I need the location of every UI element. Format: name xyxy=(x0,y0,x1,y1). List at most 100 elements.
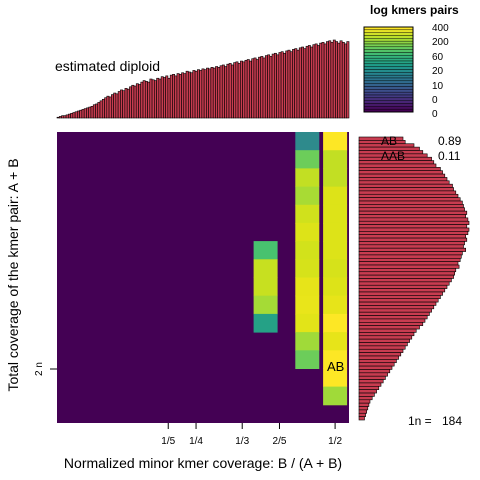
right-histogram-bar xyxy=(358,315,428,320)
top-histogram-bar xyxy=(326,41,329,119)
top-histogram-bar xyxy=(323,43,327,119)
right-histogram-bar xyxy=(358,231,469,236)
right-histogram-bar xyxy=(358,305,435,310)
right-histogram-bar xyxy=(358,359,397,364)
heatmap-cell xyxy=(253,241,278,260)
top-histogram-bar xyxy=(314,43,318,119)
right-histogram-bar xyxy=(358,352,402,357)
right-histogram-bar xyxy=(358,274,454,279)
legend-tick-label: 400 xyxy=(432,23,449,34)
top-histogram-bar xyxy=(339,40,343,119)
top-histogram-bar xyxy=(278,52,282,119)
top-histogram-bar xyxy=(303,48,307,119)
top-histogram-bar xyxy=(151,79,155,119)
heatmap-cell xyxy=(323,277,348,297)
right-histogram-bar xyxy=(358,197,461,202)
right-histogram-bar xyxy=(358,167,441,171)
right-histogram-bar xyxy=(358,264,460,269)
y-axis: 2 n xyxy=(34,362,57,376)
top-histogram-bar xyxy=(183,73,187,119)
footer-value: 184 xyxy=(442,414,462,428)
top-histogram-bar xyxy=(194,70,198,119)
heatmap-cell xyxy=(295,332,320,351)
right-histogram-bar xyxy=(358,338,410,343)
top-histogram-bar xyxy=(215,66,219,119)
top-histogram-bar xyxy=(65,114,69,119)
top-histogram-bar xyxy=(101,98,105,119)
legend-tick-label: 0 xyxy=(432,109,438,120)
top-histogram-bar xyxy=(328,40,332,119)
top-histogram-bar xyxy=(197,69,200,119)
right-histogram-bar xyxy=(358,406,369,411)
top-histogram-bar xyxy=(117,91,121,119)
top-histogram-bar xyxy=(160,76,164,119)
top-histogram-bar xyxy=(262,57,266,119)
legend-color-step xyxy=(363,100,414,104)
top-histogram-bar xyxy=(203,69,207,119)
top-histogram-bar xyxy=(307,45,311,119)
heatmap-cell xyxy=(253,277,278,297)
legend-color-step xyxy=(363,29,414,33)
right-histogram-bar xyxy=(358,318,426,323)
right-histogram-bar xyxy=(358,332,415,337)
right-histogram-bar xyxy=(358,207,465,212)
legend-color-step xyxy=(363,74,414,79)
x-tick-label: 1/3 xyxy=(235,436,249,447)
x-axis: 1/5 1/4 1/3 2/5 1/2 xyxy=(161,423,342,447)
proportion-label-ab: AB xyxy=(381,134,397,148)
top-histogram-bar xyxy=(337,42,341,119)
right-histogram-bar xyxy=(358,177,448,182)
heatmap-cell xyxy=(295,186,320,206)
legend-color-step xyxy=(363,55,414,59)
right-histogram-bar xyxy=(358,247,466,252)
top-histogram-bar xyxy=(273,52,277,119)
right-histogram-bar xyxy=(358,399,371,404)
top-histogram-bar xyxy=(56,116,60,119)
top-histogram-bar xyxy=(233,62,237,119)
top-histogram-bar xyxy=(178,74,182,119)
right-histogram-bar xyxy=(358,284,448,289)
top-histogram-bar xyxy=(99,100,103,119)
legend-color-step xyxy=(363,86,414,90)
heatmap-cell xyxy=(323,259,348,278)
top-histogram-label: estimated diploid xyxy=(55,58,160,74)
legend-color-step xyxy=(363,91,414,96)
top-histogram-bar xyxy=(163,77,166,119)
top-histogram-bar xyxy=(301,46,305,119)
legend-tick-label: 20 xyxy=(432,66,444,77)
right-histogram-bar xyxy=(358,298,439,303)
top-histogram-bar xyxy=(104,97,108,119)
right-histogram-bar xyxy=(358,409,367,414)
top-histogram-bar xyxy=(235,61,239,119)
top-histogram-bar xyxy=(221,64,225,119)
top-histogram-bar xyxy=(172,74,176,119)
heatmap-cell xyxy=(323,204,348,224)
right-histogram-bar xyxy=(358,345,406,350)
right-histogram-bar xyxy=(358,220,470,225)
top-histogram-bar xyxy=(228,63,232,119)
legend-color-step xyxy=(363,77,414,82)
legend-title: log kmers pairs xyxy=(370,3,459,17)
top-histogram-bar xyxy=(131,84,135,119)
heatmap-cell xyxy=(295,277,320,297)
top-histogram-bar xyxy=(255,59,259,119)
top-histogram-bar xyxy=(185,70,189,119)
heatmap-cell xyxy=(295,241,320,260)
legend-labels: 400 200 60 20 10 0 0 xyxy=(432,23,449,120)
top-histogram-bar xyxy=(224,66,228,119)
heatmap-cell xyxy=(323,186,348,206)
proportion-label-aab: AAB xyxy=(381,149,405,163)
heatmap-cell xyxy=(323,313,348,333)
top-histogram-bar xyxy=(260,56,264,119)
top-histogram-bar xyxy=(321,42,325,119)
right-histogram-bar xyxy=(358,217,469,222)
top-histogram-bar xyxy=(210,67,214,119)
top-histogram-bar xyxy=(251,58,255,119)
right-histogram-bar xyxy=(358,311,430,316)
y-axis-label: Total coverage of the kmer pair: A + B xyxy=(5,158,21,391)
proportion-value-aab: 0.11 xyxy=(438,149,461,163)
right-histogram-bar xyxy=(358,365,393,370)
top-histogram-bar xyxy=(115,93,119,119)
top-histogram-bar xyxy=(217,67,221,119)
